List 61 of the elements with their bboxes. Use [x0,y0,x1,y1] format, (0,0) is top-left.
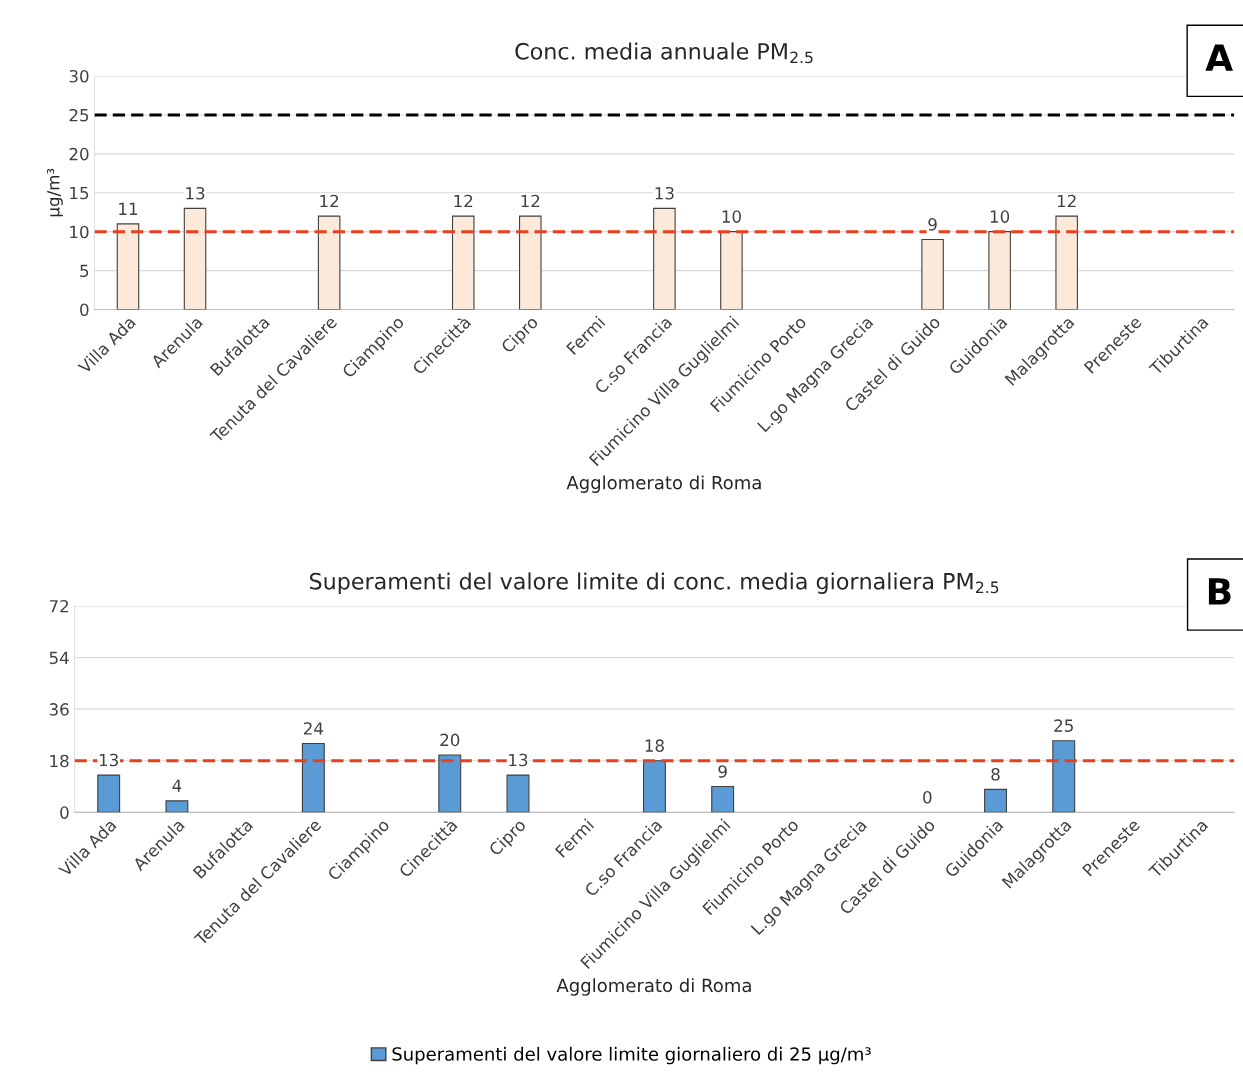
data-label: 24 [303,722,324,735]
data-label: 13 [99,753,118,767]
bar [642,760,666,813]
data-label: 10 [722,210,741,223]
legend-label: Superamenti del valore limite giornaliero di 25 µg/m³ [392,1046,871,1065]
x-axis-title: Agglomerato di Roma [566,475,761,493]
bar [653,207,676,310]
data-label: 11 [119,202,138,215]
y-tick-label: 36 [49,703,69,716]
x-tick-label: Villa Ada [57,818,117,878]
y-axis-title: µg/m³ [47,168,63,217]
bar [301,742,325,813]
data-label: 4 [172,779,182,792]
y-tick-label: 0 [60,806,69,819]
data-label: 12 [454,194,473,208]
data-label: 25 [1054,719,1073,732]
data-label: 9 [718,765,727,778]
text: B [1208,578,1231,605]
data-label: 12 [1057,194,1076,208]
y-tick-label: 0 [80,303,89,317]
y-tick-label: 72 [49,599,69,613]
bar [451,215,475,310]
y-tick-label: 20 [69,147,89,161]
data-label: 0 [923,790,932,804]
bar [438,754,462,813]
bar [519,215,542,310]
y-tick-label: 10 [70,225,89,239]
bar [711,785,735,813]
bar [988,231,1011,310]
x-tick-label: Villa Ada [76,315,137,375]
bar [116,223,140,310]
chart-title: Superamenti del valore limite di conc. media giornaliera PM$_{2.5}$ [310,572,999,594]
text: A [1205,44,1233,71]
y-tick-label: 18 [50,754,69,768]
bar [1055,215,1078,310]
bar [97,774,121,813]
data-label: 10 [990,210,1010,223]
y-tick-label: 25 [69,108,89,122]
data-label: 18 [645,739,664,752]
bar [165,800,189,813]
data-label: 12 [521,194,540,208]
bar [984,788,1008,813]
bar [183,207,207,310]
bar [1052,740,1076,813]
chart-title: Conc. media annuale PM$_{2.5}$ [515,42,813,64]
bar [317,215,341,310]
y-tick-label: 54 [49,651,69,665]
y-tick-label: 5 [80,264,89,278]
data-label: 20 [440,733,460,747]
bar [720,231,743,310]
data-label: 9 [928,218,937,231]
x-axis-title: Agglomerato di Roma [556,978,751,996]
y-tick-label: 30 [69,69,89,83]
data-label: 13 [186,186,205,200]
y-tick-label: 15 [70,186,89,200]
bar [506,774,530,813]
data-label: 8 [991,768,1000,781]
data-label: 12 [320,194,339,208]
data-label: 13 [655,186,674,200]
bar [921,238,944,310]
data-label: 13 [509,753,528,767]
